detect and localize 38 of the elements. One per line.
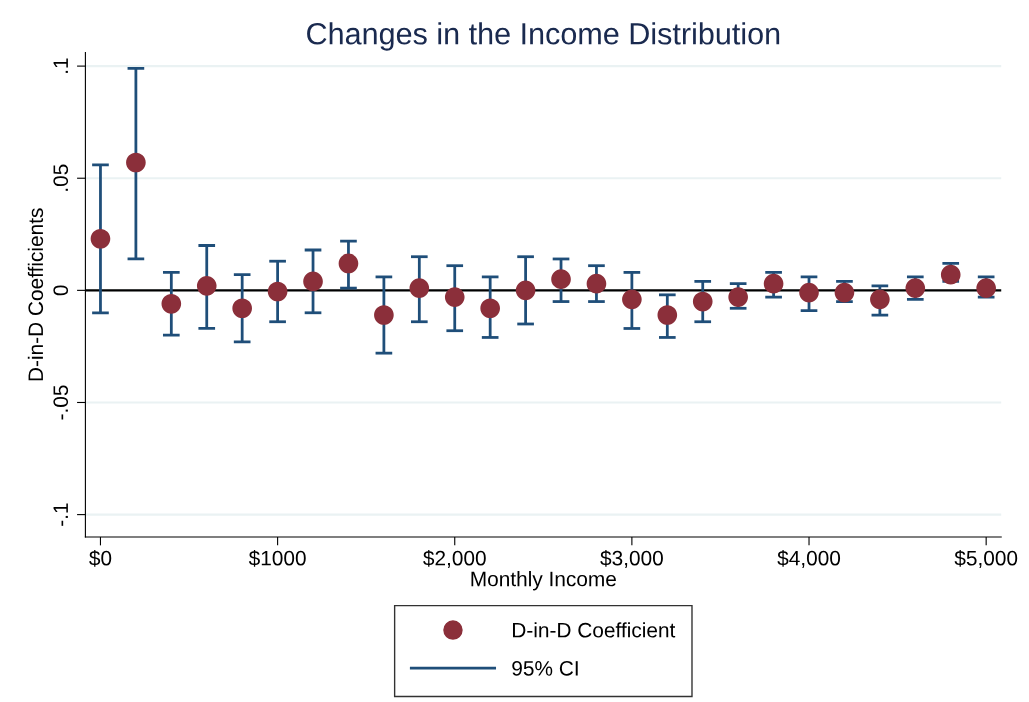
point: [551, 269, 571, 289]
point: [267, 281, 288, 302]
point: [586, 273, 607, 294]
point: [232, 298, 252, 319]
x-axis-title: Monthly Income: [471, 571, 616, 591]
point: [303, 271, 323, 292]
point: [338, 253, 359, 274]
chart-title: Changes in the Income Distribution: [307, 22, 780, 51]
y-tick-label: .1: [53, 58, 68, 73]
point: [870, 289, 890, 310]
y-tick-label: .05: [53, 164, 69, 191]
x-tick-label: $0: [89, 549, 112, 567]
point: [126, 152, 146, 173]
point: [480, 298, 500, 319]
y-tick-label: 0: [53, 285, 69, 296]
point: [161, 293, 182, 314]
x-tick-label: $2,000: [423, 549, 486, 568]
x-tick-label: $1000: [248, 549, 306, 567]
y-tick-label: -.05: [53, 385, 69, 420]
text: D-in-D Coefficient: [513, 622, 676, 638]
point: [657, 305, 678, 325]
text: 95% CI: [512, 660, 578, 676]
y-tick-label: -.1: [53, 503, 68, 526]
point: [763, 273, 784, 294]
point: [444, 287, 465, 307]
y-axis-title: D-in-D Coefficients: [27, 208, 44, 381]
point: [692, 291, 713, 312]
point: [799, 282, 819, 303]
point: [196, 276, 217, 296]
point: [515, 280, 536, 301]
point: [409, 278, 430, 298]
point: [90, 228, 111, 249]
x-tick-label: $3,000: [600, 549, 663, 568]
point: [374, 305, 394, 325]
point: [728, 287, 748, 307]
x-tick-label: $4,000: [777, 549, 841, 568]
x-tick-label: $5,000: [954, 549, 1018, 568]
point: [622, 289, 642, 310]
